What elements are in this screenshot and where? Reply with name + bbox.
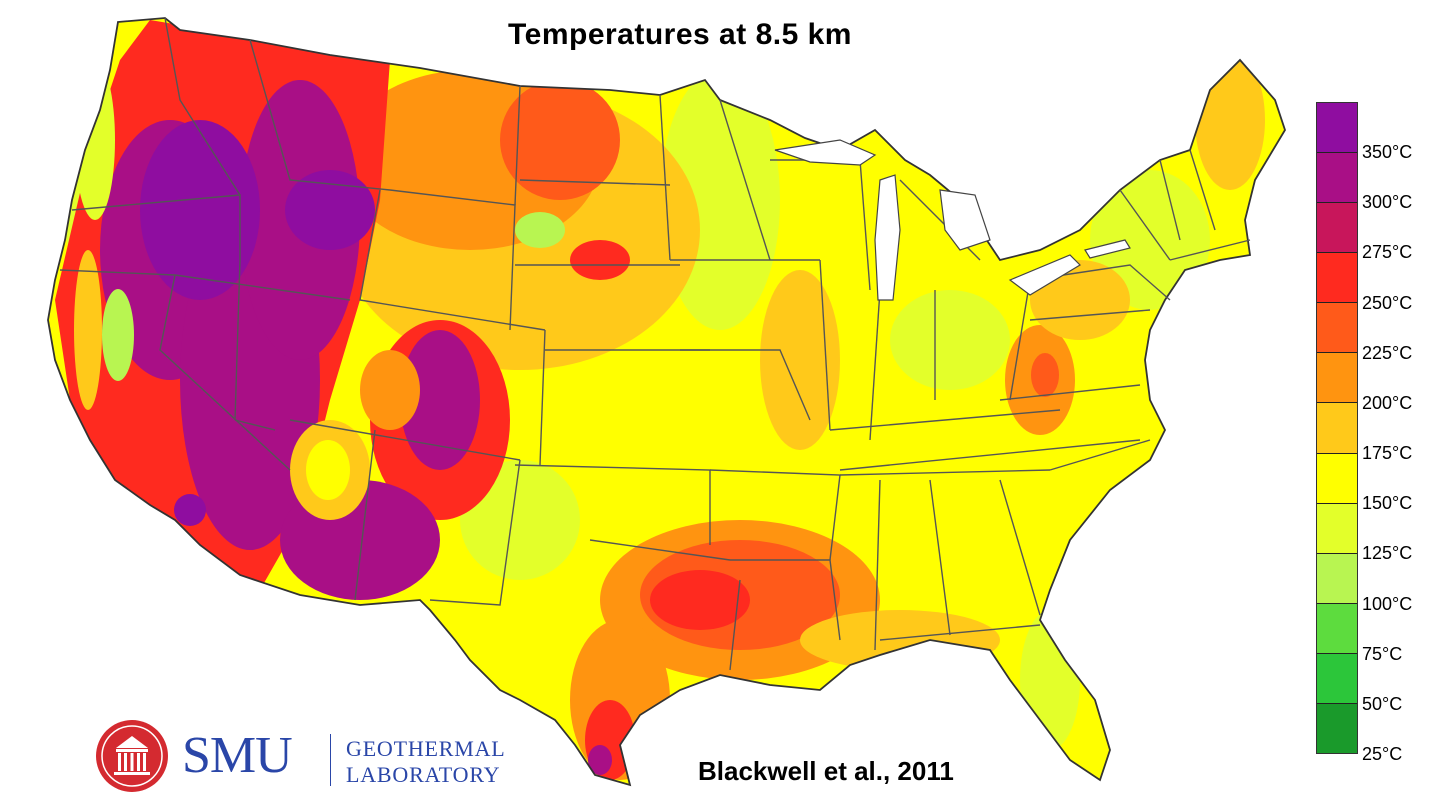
logo-divider xyxy=(330,734,331,786)
legend-label: 150°C xyxy=(1362,493,1413,514)
legend-swatch xyxy=(1317,453,1357,504)
legend-swatch xyxy=(1317,353,1357,404)
temperature-fill xyxy=(48,18,1285,785)
smu-logo: SMU GEOTHERMAL LABORATORY xyxy=(94,718,514,798)
legend-label: 200°C xyxy=(1362,392,1413,413)
legend-swatch xyxy=(1317,253,1357,304)
legend-label: 275°C xyxy=(1362,242,1413,263)
legend-label: 300°C xyxy=(1362,192,1413,213)
legend-swatch xyxy=(1317,153,1357,204)
smu-seal-icon xyxy=(96,720,168,792)
legend-swatch xyxy=(1317,203,1357,254)
legend-label: 100°C xyxy=(1362,593,1413,614)
legend-label: 125°C xyxy=(1362,543,1413,564)
legend-swatch xyxy=(1317,103,1357,154)
legend-swatch xyxy=(1317,603,1357,654)
legend-label: 225°C xyxy=(1362,342,1413,363)
map-credit: Blackwell et al., 2011 xyxy=(698,756,954,786)
legend-swatch xyxy=(1317,703,1357,754)
smu-wordmark: SMU xyxy=(182,727,293,784)
legend-label: 50°C xyxy=(1362,693,1403,714)
legend-swatch xyxy=(1317,653,1357,704)
legend-label: 175°C xyxy=(1362,443,1413,464)
legend-label: 25°C xyxy=(1362,744,1403,764)
legend-label: 350°C xyxy=(1362,142,1413,163)
state-borders xyxy=(47,17,1286,787)
temperature-legend: 350°C 300°C 275°C 250°C 225°C 200°C 175°C 150°C… xyxy=(1314,102,1456,763)
logo-dept-line2: LABORATORY xyxy=(346,762,501,787)
great-lakes xyxy=(774,139,1131,301)
legend-swatch xyxy=(1317,553,1357,604)
temperature-map xyxy=(47,17,1286,787)
legend-label: 75°C xyxy=(1362,643,1403,664)
legend-swatch xyxy=(1317,403,1357,454)
legend-swatch xyxy=(1317,303,1357,354)
map-title: Temperatures at 8.5 km xyxy=(508,18,852,51)
legend-color-bar xyxy=(1316,102,1358,754)
legend-swatch xyxy=(1317,503,1357,554)
logo-dept-line1: GEOTHERMAL xyxy=(346,736,506,761)
legend-label: 250°C xyxy=(1362,292,1413,313)
